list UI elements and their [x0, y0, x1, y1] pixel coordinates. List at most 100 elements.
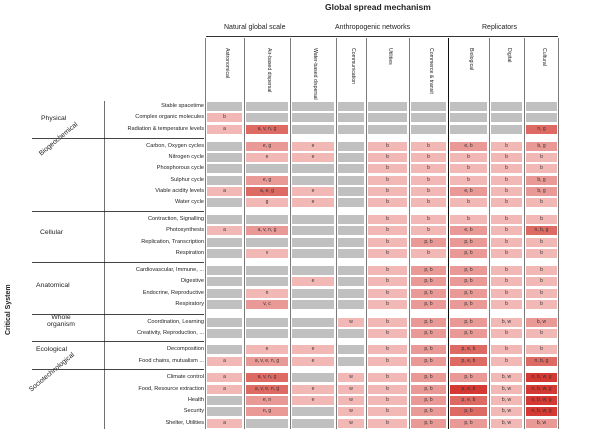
heatmap-cell: b: [525, 197, 558, 208]
column-separator: [448, 38, 449, 429]
row-label: Food, Resource extraction: [138, 385, 204, 392]
heatmap-cell: p, b: [410, 356, 447, 367]
heatmap-cell: [525, 101, 558, 112]
row-label: Carbon, Oxygen cycles: [146, 142, 204, 149]
heatmap-cell: [337, 237, 365, 248]
heatmap-cell: [291, 317, 335, 328]
heatmap-cell: [337, 276, 365, 287]
heatmap-cell: [206, 152, 243, 163]
heatmap-cell: a: [206, 225, 243, 236]
heatmap-cell: b: [367, 384, 408, 395]
heatmap-cell: b, g: [525, 141, 558, 152]
diagram-title: Global spread mechanism: [325, 2, 431, 12]
group-label-anthropogenic: Anthropogenic networks: [335, 24, 411, 31]
heatmap-cell: p, e, b: [449, 384, 488, 395]
heatmap-cell: [245, 328, 289, 339]
row-label: Shelter, Utilities: [165, 419, 204, 426]
heatmap-cell: [245, 265, 289, 276]
heatmap-cell: a, v, n, g: [245, 124, 289, 135]
heatmap-cell: [291, 175, 335, 186]
heatmap-cell: [490, 101, 523, 112]
row-label: Viable acidity levels: [155, 187, 204, 194]
category-separator: [32, 211, 204, 212]
column-header-utilities: Utilities: [386, 48, 393, 65]
heatmap-cell: b: [490, 288, 523, 299]
column-separator: [205, 38, 206, 429]
heatmap-cell: a: [206, 186, 243, 197]
heatmap-cell: p, e, b: [449, 395, 488, 406]
category-separator: [32, 369, 204, 370]
heatmap-cell: b: [206, 112, 243, 123]
heatmap-cell: p, b: [449, 317, 488, 328]
heatmap-cell: [206, 299, 243, 310]
heatmap-cell: a: [206, 356, 243, 367]
heatmap-cell: b: [367, 317, 408, 328]
heatmap-cell: p, b: [410, 276, 447, 287]
heatmap-cell: n: [245, 288, 289, 299]
heatmap-cell: b: [367, 248, 408, 259]
heatmap-cell: b: [449, 214, 488, 225]
heatmap-cell: b: [367, 288, 408, 299]
row-label: Respiration: [175, 249, 204, 256]
heatmap-cell: b: [490, 265, 523, 276]
heatmap-cell: [337, 163, 365, 174]
heatmap-cell: b, w: [490, 317, 523, 328]
heatmap-cell: b: [367, 197, 408, 208]
heatmap-cell: [449, 101, 488, 112]
heatmap-cell: b: [525, 237, 558, 248]
heatmap-cell: [291, 265, 335, 276]
heatmap-cell: p, b: [449, 299, 488, 310]
column-separator: [244, 38, 245, 429]
column-separator: [558, 38, 559, 429]
heatmap-cell: b: [449, 163, 488, 174]
heatmap-cell: p, b: [410, 265, 447, 276]
heatmap-cell: [245, 418, 289, 429]
heatmap-cell: b, g: [525, 175, 558, 186]
heatmap-cell: a, v, n, g: [245, 372, 289, 383]
heatmap-cell: p, b: [410, 288, 447, 299]
heatmap-cell: b: [449, 175, 488, 186]
heatmap-cell: [337, 328, 365, 339]
row-label: Nitrogen cycle: [168, 153, 204, 160]
heatmap-cell: p, b: [449, 288, 488, 299]
heatmap-cell: e: [291, 141, 335, 152]
heatmap-cell: [337, 225, 365, 236]
row-label: Replication, Transcription: [141, 238, 204, 245]
heatmap-cell: [291, 328, 335, 339]
row-label: Decomposition: [167, 345, 204, 352]
heatmap-cell: b: [449, 152, 488, 163]
heatmap-cell: b: [525, 265, 558, 276]
heatmap-cell: b: [490, 163, 523, 174]
heatmap-cell: [206, 317, 243, 328]
heatmap-cell: b: [410, 248, 447, 259]
heatmap-cell: b: [410, 141, 447, 152]
heatmap-cell: b: [490, 328, 523, 339]
heatmap-cell: a, v, n, g: [245, 225, 289, 236]
heatmap-cell: n, b, w, g: [525, 372, 558, 383]
heatmap-cell: [367, 101, 408, 112]
heatmap-cell: e: [291, 344, 335, 355]
heatmap-cell: b: [367, 418, 408, 429]
heatmap-cell: b: [490, 344, 523, 355]
category-axis-line: [104, 101, 105, 429]
heatmap-cell: [291, 225, 335, 236]
heatmap-cell: [337, 197, 365, 208]
heatmap-cell: b: [367, 328, 408, 339]
category-label-anatomical: Anatomical: [36, 282, 70, 289]
heatmap-cell: b: [490, 248, 523, 259]
heatmap-cell: n, b, w, g: [525, 384, 558, 395]
heatmap-cell: [449, 124, 488, 135]
row-label: Creativity, Reproduction, ...: [136, 329, 204, 336]
heatmap-cell: b: [367, 395, 408, 406]
heatmap-cell: v, c: [245, 299, 289, 310]
heatmap-cell: [245, 163, 289, 174]
heatmap-cell: [206, 141, 243, 152]
column-header-cultural: Cultural: [540, 48, 547, 66]
heatmap-cell: b: [490, 356, 523, 367]
column-header-air-based-dispersal: Air-based dispersal: [266, 48, 272, 93]
heatmap-cell: [291, 214, 335, 225]
heatmap-cell: [337, 214, 365, 225]
heatmap-cell: b, g: [525, 186, 558, 197]
heatmap-cell: e, n: [245, 395, 289, 406]
heatmap-cell: [291, 372, 335, 383]
